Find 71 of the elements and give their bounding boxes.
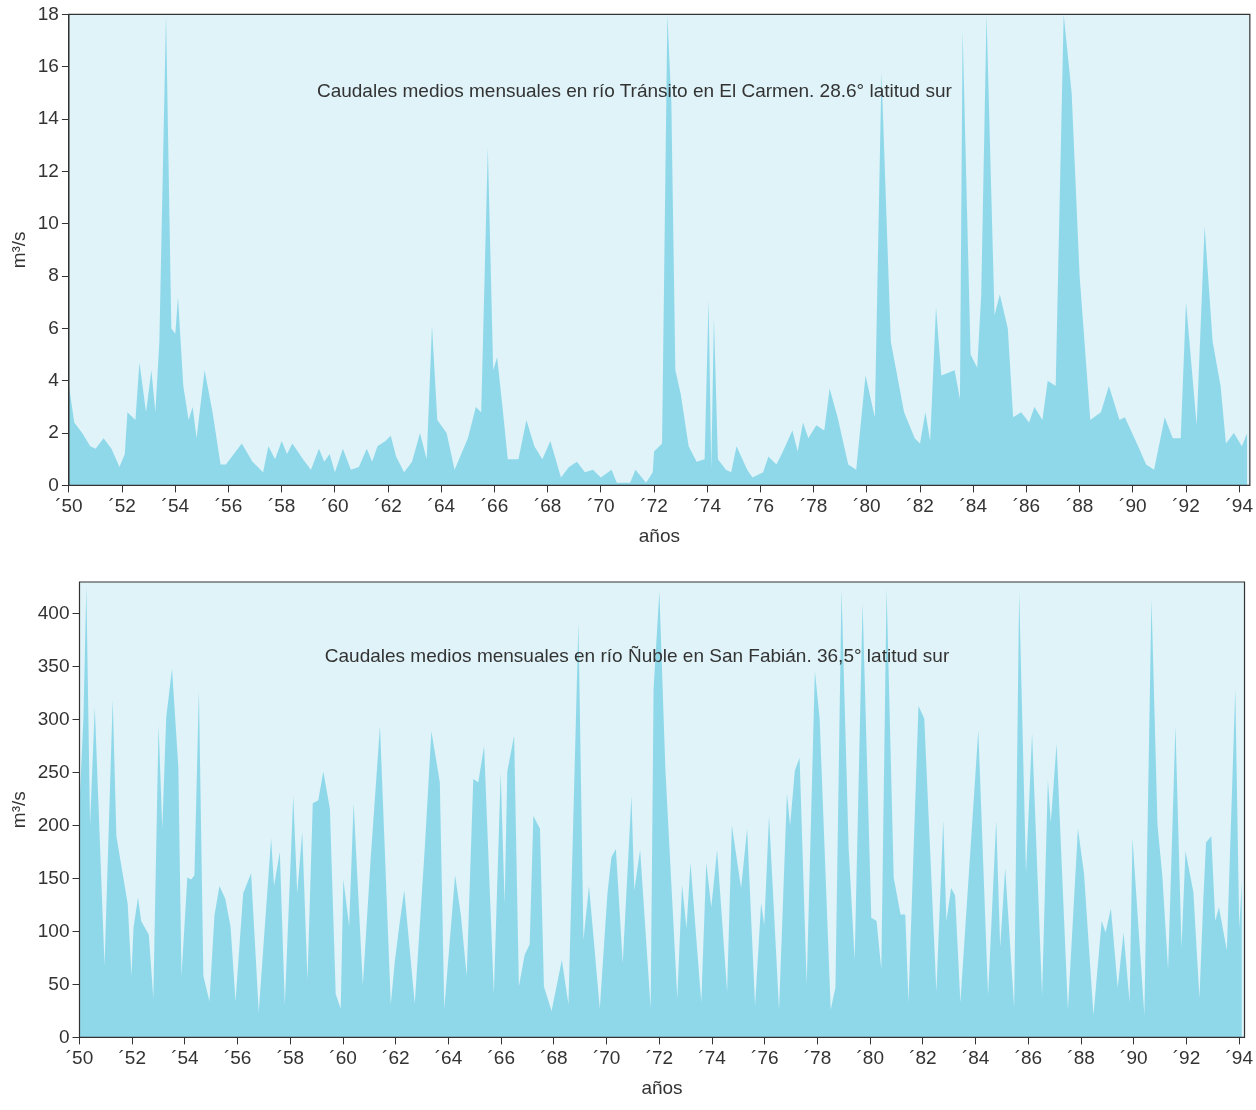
y-tick-label: 400 (37, 602, 70, 624)
x-tick-label: ´58 (267, 495, 296, 517)
x-tick-label: ´62 (382, 1047, 410, 1069)
x-tick-label: ´56 (214, 495, 243, 517)
y-tick-label: 0 (48, 473, 59, 495)
x-tick-label: ´56 (223, 1047, 252, 1069)
x-tick-label: ´62 (374, 495, 402, 517)
x-tick-label: ´80 (853, 495, 881, 517)
x-tick-label: ´94 (1225, 1047, 1254, 1069)
y-tick-label: 300 (37, 707, 70, 729)
x-tick-label: ´76 (746, 495, 775, 517)
x-tick-label: ´84 (959, 495, 988, 517)
x-tick-label: ´60 (329, 1047, 357, 1069)
x-tick-label: ´94 (1225, 495, 1254, 517)
x-tick-label: ´80 (856, 1047, 884, 1069)
y-tick-label: 6 (48, 316, 59, 338)
x-tick-label: ´50 (65, 1047, 94, 1069)
y-axis-title: m³/s (7, 231, 29, 269)
y-tick-label: 16 (37, 54, 59, 76)
x-tick-label: ´70 (587, 495, 615, 517)
x-tick-label: ´66 (487, 1047, 515, 1069)
y-tick-label: 200 (37, 813, 70, 835)
x-tick-label: ´60 (321, 495, 349, 517)
x-tick-label: ´74 (693, 495, 722, 517)
x-tick-label: ´68 (533, 495, 562, 517)
x-tick-label: ´50 (55, 495, 83, 517)
x-tick-label: ´78 (803, 1047, 832, 1069)
x-tick-label: ´88 (1065, 495, 1094, 517)
y-tick-label: 12 (37, 159, 59, 181)
x-tick-label: ´52 (118, 1047, 146, 1069)
x-tick-label: ´92 (1172, 1047, 1201, 1069)
x-tick-label: ´90 (1119, 495, 1147, 517)
x-tick-label: ´68 (540, 1047, 568, 1069)
x-tick-label: ´84 (961, 1047, 990, 1069)
y-tick-label: 150 (37, 866, 70, 888)
x-tick-label: ´54 (161, 495, 190, 517)
x-tick-label: ´90 (1120, 1047, 1148, 1069)
x-axis-title: años (641, 1076, 683, 1098)
x-tick-label: ´54 (171, 1047, 200, 1069)
x-tick-label: ´58 (276, 1047, 305, 1069)
text: Caudales medios mensuales en río Ñuble en San Fabián. 36,5° latitud sur (324, 645, 950, 667)
x-tick-label: ´82 (909, 1047, 937, 1069)
y-tick-label: 18 (37, 2, 59, 24)
x-tick-label: ´72 (640, 495, 668, 517)
x-tick-label: ´92 (1172, 495, 1200, 517)
y-tick-label: 10 (37, 211, 59, 233)
y-tick-label: 100 (37, 919, 70, 941)
y-tick-label: 8 (48, 264, 59, 286)
x-tick-label: ´64 (427, 495, 456, 517)
x-axis-title: años (638, 524, 680, 546)
x-tick-label: ´86 (1012, 495, 1041, 517)
x-tick-label: ´70 (592, 1047, 621, 1069)
y-tick-label: 0 (58, 1025, 70, 1047)
x-tick-label: ´52 (108, 495, 136, 517)
y-tick-label: 50 (48, 972, 70, 994)
x-tick-label: ´78 (799, 495, 828, 517)
y-tick-label: 250 (37, 760, 70, 782)
x-tick-label: ´74 (698, 1047, 727, 1069)
text: Caudales medios mensuales en río Tránsito en El Carmen. 28.6° latitud sur (316, 80, 953, 102)
y-tick-label: 14 (37, 107, 60, 129)
x-tick-label: ´64 (434, 1047, 463, 1069)
x-tick-label: ´86 (1014, 1047, 1043, 1069)
y-tick-label: 350 (37, 654, 70, 676)
x-tick-label: ´82 (906, 495, 934, 517)
y-axis-title: m³/s (7, 791, 29, 829)
x-tick-label: ´88 (1067, 1047, 1095, 1069)
y-tick-label: 4 (48, 368, 60, 390)
y-tick-label: 2 (48, 421, 59, 443)
x-tick-label: ´72 (645, 1047, 674, 1069)
x-tick-label: ´66 (480, 495, 509, 517)
x-tick-label: ´76 (751, 1047, 779, 1069)
